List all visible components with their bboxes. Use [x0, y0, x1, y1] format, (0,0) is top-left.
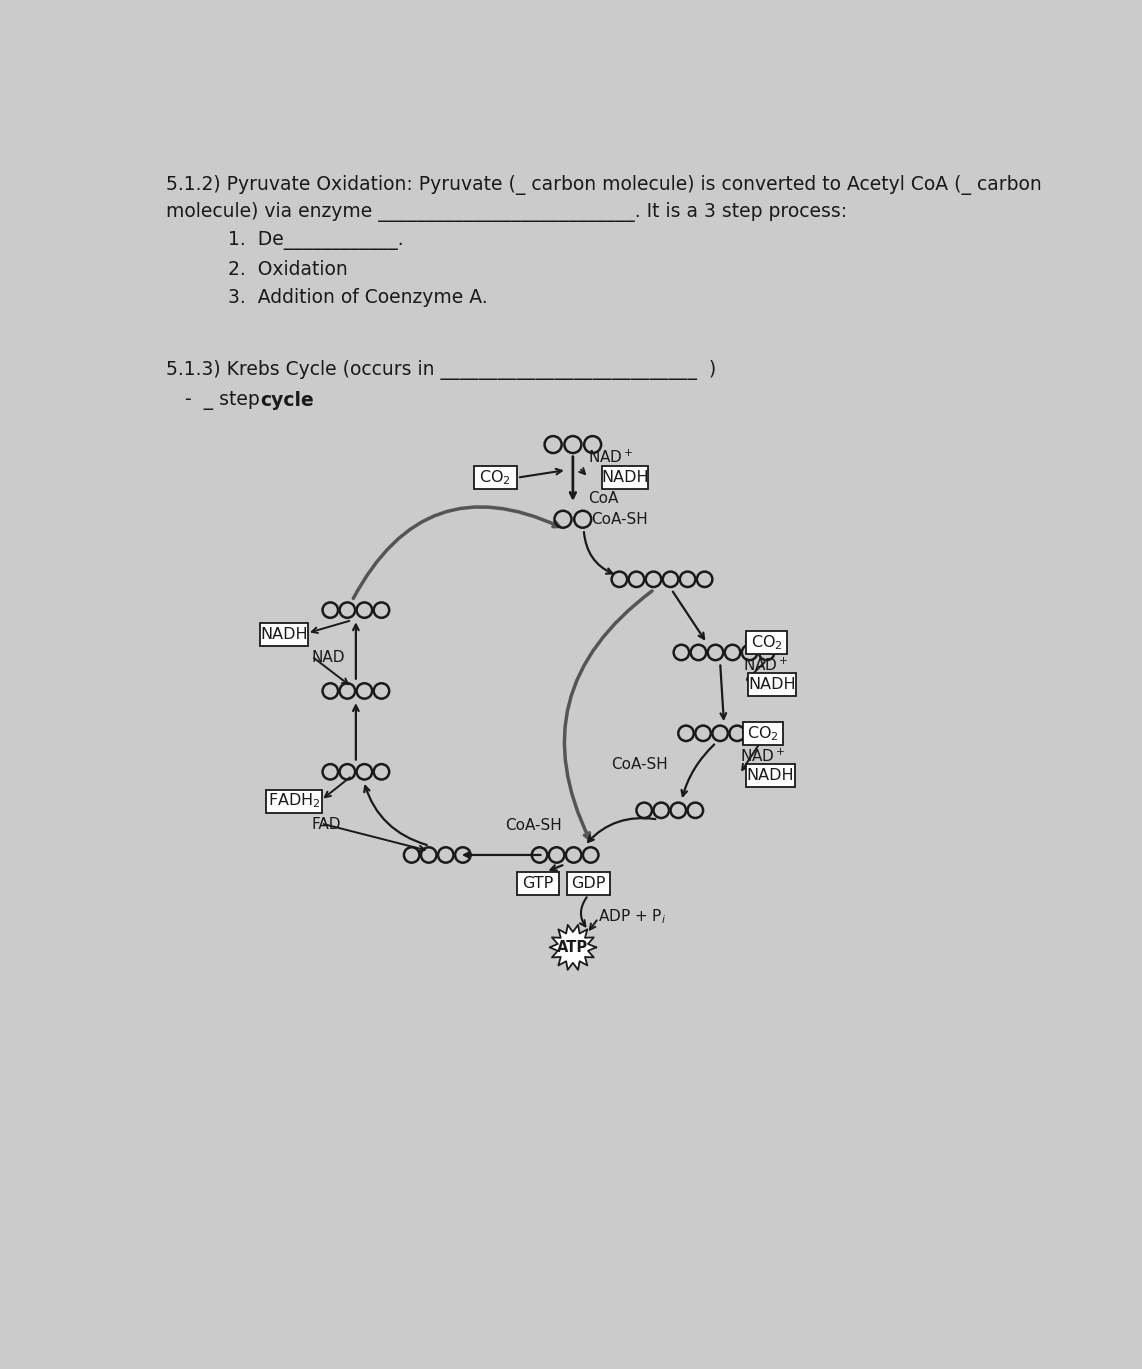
Text: 5.1.2) Pyruvate Oxidation: Pyruvate (_ carbon molecule) is converted to Acetyl C: 5.1.2) Pyruvate Oxidation: Pyruvate (_ c… [166, 175, 1042, 194]
FancyBboxPatch shape [568, 872, 610, 895]
FancyBboxPatch shape [266, 790, 322, 813]
Text: CO$_2$: CO$_2$ [480, 468, 512, 487]
FancyBboxPatch shape [747, 764, 795, 787]
Text: ADP + P$_i$: ADP + P$_i$ [598, 908, 667, 925]
Text: CoA-SH: CoA-SH [612, 757, 668, 772]
Text: FADH$_2$: FADH$_2$ [267, 791, 320, 810]
Text: FAD: FAD [312, 817, 341, 832]
Text: 5.1.3) Krebs Cycle (occurs in ___________________________  ): 5.1.3) Krebs Cycle (occurs in __________… [166, 360, 716, 379]
Text: GDP: GDP [571, 876, 605, 891]
Text: NADH: NADH [601, 470, 649, 485]
Text: molecule) via enzyme ___________________________. It is a 3 step process:: molecule) via enzyme ___________________… [166, 203, 847, 222]
FancyBboxPatch shape [516, 872, 560, 895]
Polygon shape [549, 925, 596, 969]
Text: NADH: NADH [748, 678, 796, 693]
Text: CO$_2$: CO$_2$ [743, 632, 774, 652]
Text: cycle: cycle [260, 390, 314, 409]
Text: 2.  Oxidation: 2. Oxidation [228, 260, 348, 279]
Text: ATP: ATP [557, 941, 588, 954]
Text: CoA: CoA [588, 491, 619, 507]
FancyBboxPatch shape [474, 465, 516, 489]
Text: CO$_2$: CO$_2$ [747, 724, 779, 742]
Text: 3.  Addition of Coenzyme A.: 3. Addition of Coenzyme A. [228, 289, 488, 307]
Text: NAD$^+$: NAD$^+$ [588, 449, 634, 467]
Text: CoA-SH: CoA-SH [506, 819, 562, 834]
Text: GTP: GTP [522, 876, 554, 891]
FancyBboxPatch shape [748, 674, 796, 697]
Text: CO$_2$: CO$_2$ [740, 724, 770, 742]
Text: NAD$^+$: NAD$^+$ [740, 747, 785, 765]
FancyBboxPatch shape [742, 721, 783, 745]
Text: NAD: NAD [312, 650, 345, 665]
Text: NADH: NADH [260, 627, 307, 642]
Text: 1.  De____________.: 1. De____________. [228, 231, 403, 251]
FancyBboxPatch shape [259, 623, 308, 646]
FancyBboxPatch shape [602, 465, 648, 489]
FancyBboxPatch shape [747, 631, 787, 654]
Text: CoA-SH: CoA-SH [590, 512, 648, 527]
Text: CO$_2$: CO$_2$ [750, 632, 782, 652]
Text: NADH: NADH [747, 768, 795, 783]
Text: NAD$^+$: NAD$^+$ [743, 657, 789, 674]
Text: -  _ step: - _ step [185, 390, 266, 409]
